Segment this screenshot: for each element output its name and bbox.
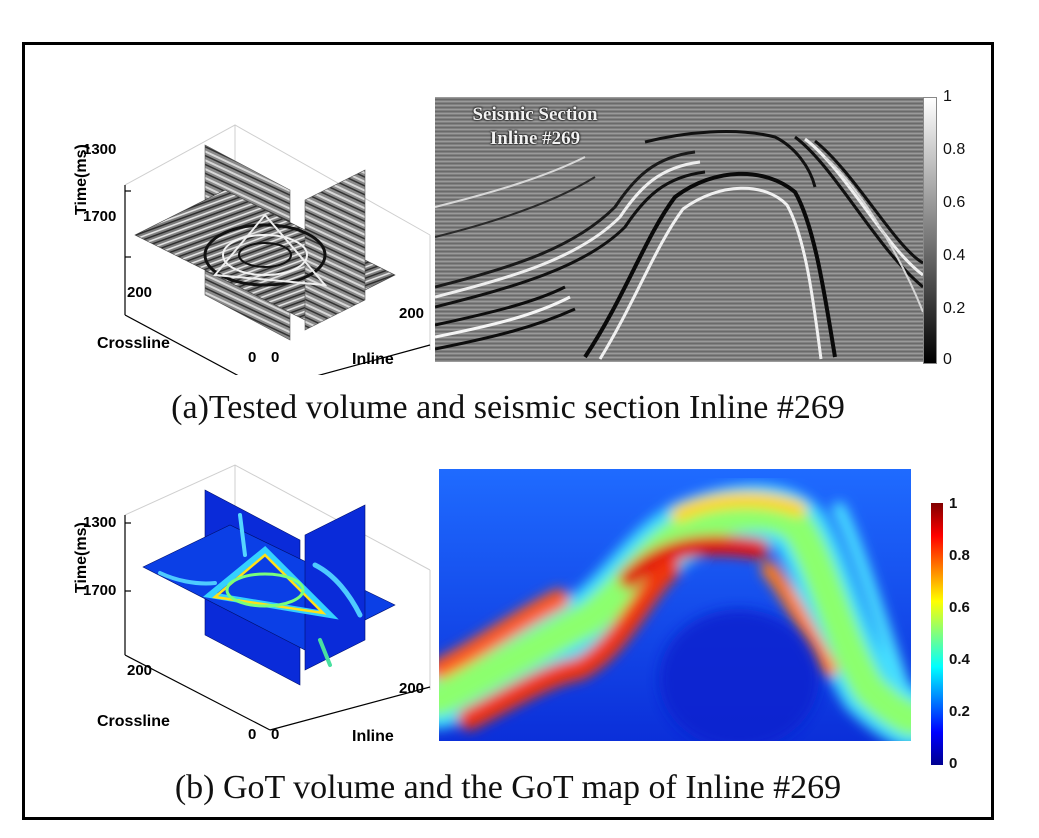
panel-a: Time(ms) 1300 1700 200 Crossline 0 0 Inl… [25,45,991,437]
got-map-image [439,469,911,741]
colorbar-jet-tick: 0 [949,755,958,772]
colorbar-gray-tick: 0.4 [943,247,966,264]
colorbar-gray [923,97,937,364]
got-volume-graphic [124,464,431,731]
colorbar-jet-tick: 0.8 [949,547,970,564]
volume-a-crossline-tick: 200 [127,284,153,301]
volume-b-inline-label: Inline [352,728,394,745]
colorbar-gray-tick: 0.6 [943,194,966,211]
colorbar-gray-tick: 0.8 [943,141,966,158]
volume-a-inline-tick: 0 [271,349,280,366]
figure-frame: Time(ms) 1300 1700 200 Crossline 0 0 Inl… [22,42,994,820]
volume-b-crossline-tick: 0 [248,726,257,743]
seismic-volume-plot [65,85,445,375]
seismic-section-image [435,97,923,362]
panel-b: Time(ms) 1300 1700 200 Crossline 0 0 Inl… [25,455,991,817]
volume-b-crossline-tick: 200 [127,662,153,679]
got-volume-plot [65,455,445,745]
volume-b-inline-tick: 200 [399,680,425,697]
colorbar-jet-tick: 0.4 [949,651,970,668]
colorbar-jet-tick: 0.6 [949,599,970,616]
volume-a-ytick: 1300 [83,141,117,158]
colorbar-jet [931,503,943,765]
volume-b-crossline-label: Crossline [97,713,170,730]
volume-b-ytick: 1300 [83,514,117,531]
volume-a-crossline-label: Crossline [97,335,170,352]
volume-a-ytick: 1700 [83,208,117,225]
volume-a-inline-tick: 200 [399,305,425,322]
volume-b-inline-tick: 0 [271,726,280,743]
colorbar-jet-tick: 1 [949,495,958,512]
volume-a-inline-label: Inline [352,351,394,368]
colorbar-gray-tick: 0 [943,351,952,368]
seismic-section-title: Seismic Section Inline #269 [435,103,635,151]
volume-a-crossline-tick: 0 [248,349,257,366]
colorbar-gray-tick: 1 [943,88,952,105]
seismic-section-title-line2: Inline #269 [489,128,581,149]
seismic-section-graphic [435,97,923,362]
caption-b: (b) GoT volume and the GoT map of Inline… [174,769,842,806]
caption-a: (a)Tested volume and seismic section Inl… [171,389,845,426]
seismic-volume-graphic [124,124,431,375]
seismic-section-title-line1: Seismic Section [472,104,598,125]
got-map-graphic [439,469,911,741]
colorbar-gray-tick: 0.2 [943,300,966,317]
volume-b-ytick: 1700 [83,582,117,599]
colorbar-jet-tick: 0.2 [949,703,970,720]
